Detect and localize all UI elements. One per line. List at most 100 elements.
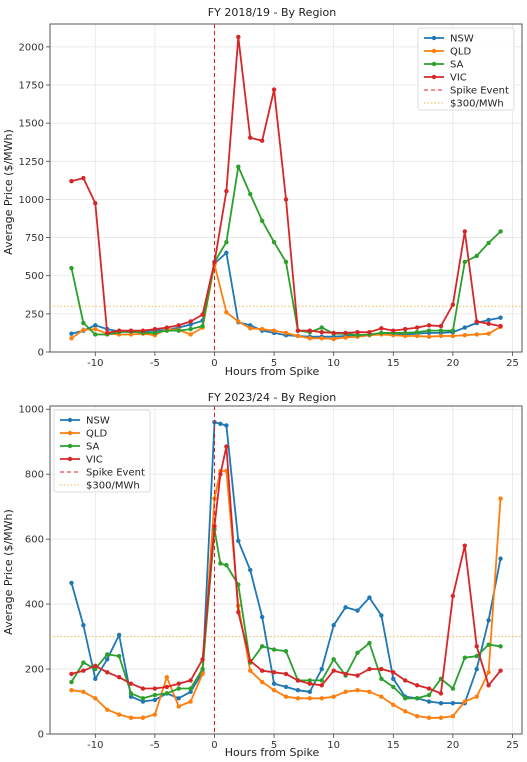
data-point-vic — [248, 658, 253, 664]
data-point-vic — [307, 328, 313, 333]
data-point-vic — [283, 671, 289, 677]
y-tick-label: 800 — [25, 470, 44, 481]
data-point-qld — [331, 336, 336, 342]
data-point-vic — [331, 668, 336, 673]
data-point-vic — [486, 683, 491, 688]
data-point-sa — [188, 326, 193, 332]
data-point-sa — [391, 684, 396, 690]
data-point-vic — [164, 325, 170, 330]
data-point-qld — [319, 696, 324, 701]
data-point-vic — [176, 323, 181, 328]
x-axis-label: Hours from Spike — [225, 365, 320, 378]
data-point-sa — [93, 332, 98, 337]
data-point-vic — [414, 325, 420, 330]
data-point-nsw — [248, 567, 253, 573]
data-point-sa — [498, 229, 503, 234]
data-point-qld — [283, 330, 289, 336]
x-tick-label: 15 — [387, 740, 400, 751]
data-point-vic — [200, 657, 205, 662]
data-point-vic — [426, 686, 432, 691]
data-point-qld — [391, 702, 396, 707]
data-point-nsw — [188, 689, 193, 694]
data-point-vic — [224, 444, 229, 449]
data-point-qld — [307, 336, 313, 341]
data-point-vic — [462, 543, 467, 548]
data-point-vic — [188, 678, 193, 683]
y-tick-label: 0 — [38, 348, 44, 359]
data-point-sa — [69, 265, 74, 271]
data-point-vic — [212, 259, 217, 265]
data-point-sa — [402, 696, 408, 701]
data-point-nsw — [450, 700, 456, 706]
data-point-nsw — [474, 666, 479, 672]
data-point-sa — [450, 686, 456, 691]
data-point-sa — [379, 330, 384, 336]
data-point-nsw — [81, 623, 86, 628]
data-point-sa — [486, 642, 491, 647]
legend-marker — [67, 430, 73, 436]
plot-frame — [49, 405, 523, 735]
data-point-qld — [188, 332, 193, 337]
data-point-nsw — [140, 699, 146, 704]
data-point-qld — [69, 336, 74, 341]
legend-marker — [67, 456, 73, 462]
x-tick-label: -10 — [87, 358, 103, 369]
data-point-sa — [188, 686, 193, 691]
data-point-sa — [414, 329, 420, 335]
data-point-sa — [140, 696, 146, 701]
data-point-vic — [283, 197, 289, 202]
data-point-sa — [176, 686, 181, 691]
data-point-nsw — [486, 618, 491, 623]
data-point-sa — [93, 666, 98, 672]
legend-label: Spike Event — [86, 468, 145, 479]
data-point-vic — [498, 668, 503, 673]
data-point-qld — [152, 712, 158, 717]
data-point-nsw — [224, 250, 229, 256]
data-point-vic — [236, 610, 241, 615]
data-point-sa — [81, 660, 86, 665]
data-point-qld — [200, 671, 205, 677]
data-point-nsw — [379, 613, 384, 618]
data-point-nsw — [438, 700, 444, 706]
data-point-qld — [402, 333, 408, 339]
y-axis-label: Average Price ($/MWh) — [2, 129, 15, 255]
data-point-qld — [259, 326, 265, 332]
data-point-qld — [438, 715, 444, 720]
data-point-qld — [295, 696, 301, 701]
x-tick-label: 20 — [447, 740, 460, 751]
legend-marker — [67, 417, 73, 423]
data-point-qld — [81, 327, 86, 333]
data-point-sa — [474, 253, 479, 259]
legend-label: VIC — [86, 455, 103, 466]
data-point-vic — [105, 330, 110, 336]
legend-label: SA — [450, 60, 464, 71]
data-point-sa — [462, 655, 467, 660]
data-point-qld — [283, 694, 289, 699]
data-point-qld — [93, 696, 98, 701]
data-point-vic — [414, 683, 420, 688]
data-point-nsw — [462, 325, 467, 330]
data-point-nsw — [224, 423, 229, 428]
data-point-nsw — [69, 331, 74, 336]
y-tick-label: 1750 — [19, 81, 44, 92]
data-point-vic — [474, 644, 479, 649]
data-point-qld — [248, 668, 253, 673]
data-point-sa — [367, 640, 372, 646]
data-point-nsw — [271, 681, 277, 686]
data-point-vic — [116, 328, 122, 333]
data-point-vic — [498, 323, 503, 329]
data-point-vic — [343, 330, 348, 336]
data-point-sa — [355, 650, 360, 656]
data-point-sa — [426, 692, 432, 698]
data-point-qld — [450, 333, 456, 339]
data-point-sa — [128, 691, 134, 696]
data-point-qld — [307, 696, 313, 701]
chart-title: FY 2023/24 - By Region — [208, 391, 336, 404]
data-point-nsw — [295, 687, 301, 693]
legend-marker — [431, 35, 437, 41]
y-tick-label: 1000 — [19, 195, 44, 206]
data-point-qld — [140, 715, 146, 720]
legend-label: QLD — [86, 429, 107, 440]
data-point-vic — [81, 668, 86, 673]
data-point-vic — [140, 686, 146, 691]
